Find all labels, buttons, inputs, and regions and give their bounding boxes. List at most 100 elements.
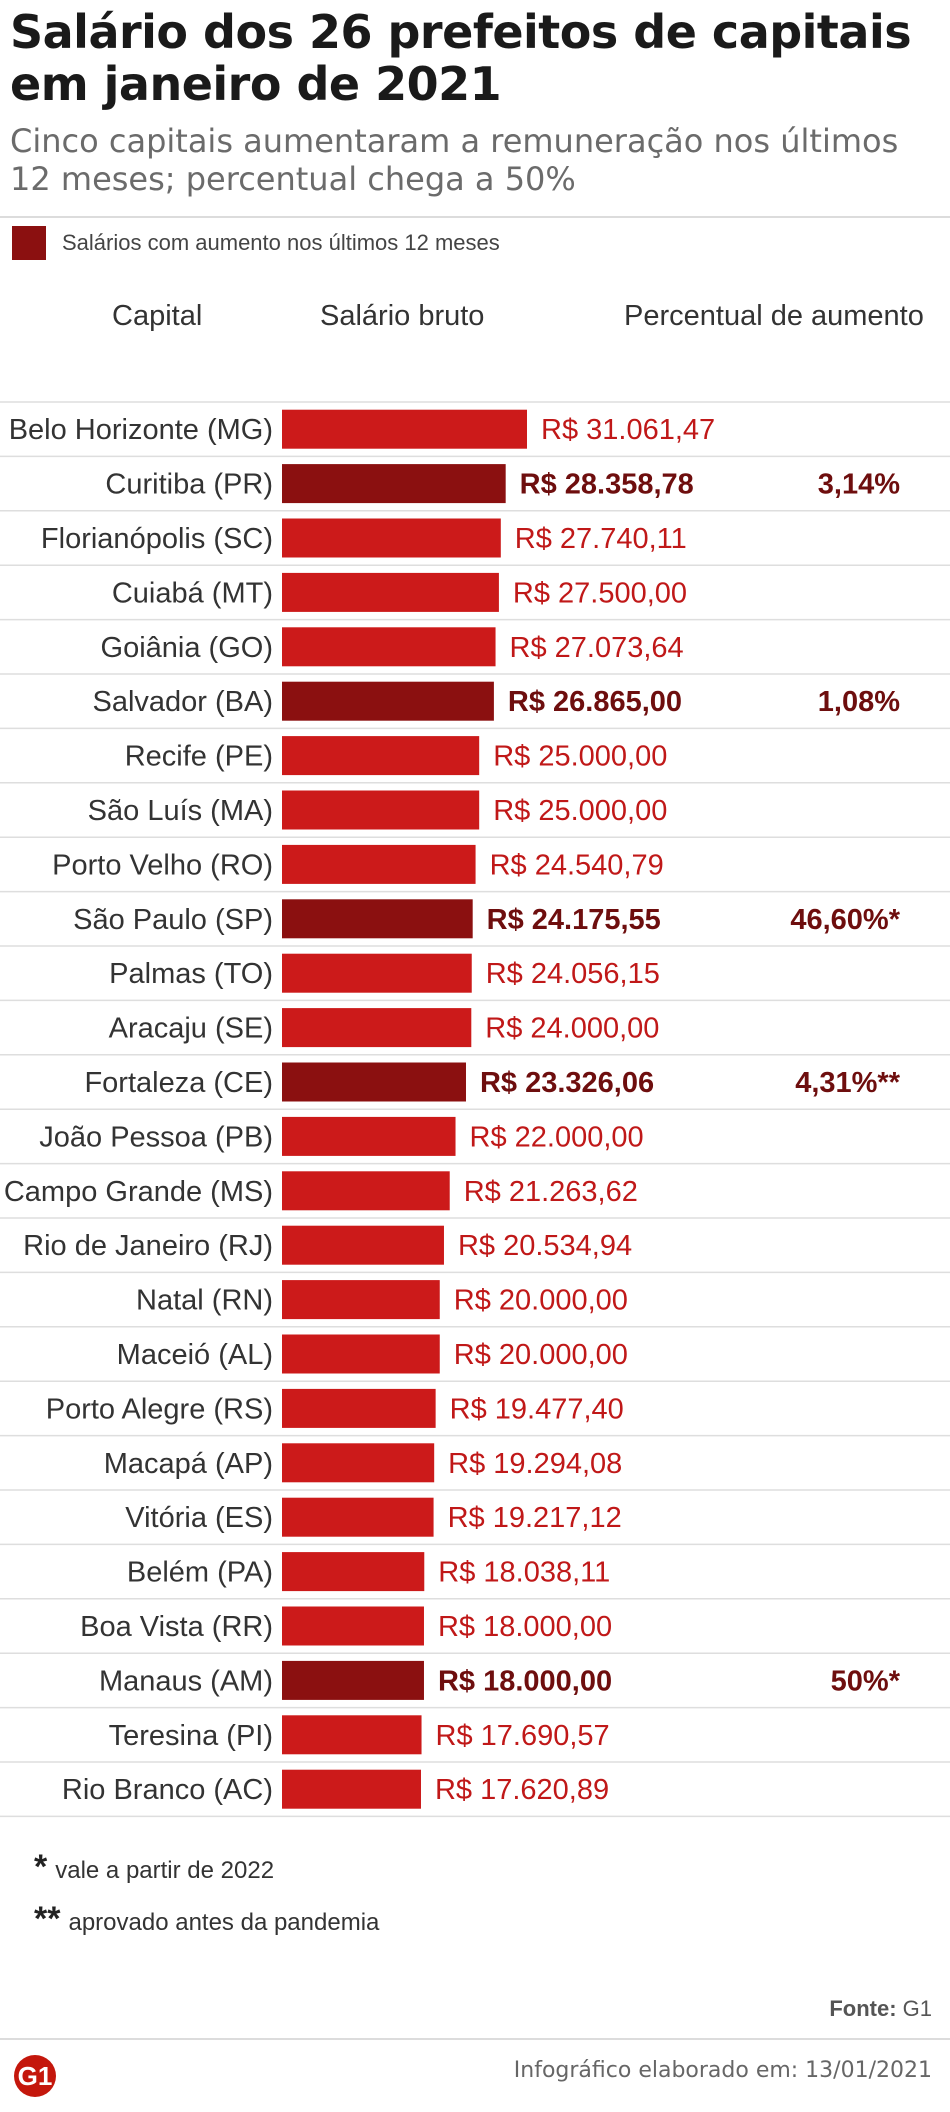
category-label: Palmas (TO) — [109, 958, 273, 990]
value-label: R$ 25.000,00 — [493, 741, 667, 773]
bar — [282, 1334, 440, 1374]
value-label: R$ 18.000,00 — [438, 1665, 612, 1697]
chart-subtitle: Cinco capitais aumentaram a remuneração … — [10, 122, 899, 198]
category-label: Teresina (PI) — [109, 1720, 273, 1752]
increase-label: 1,08% — [818, 686, 900, 718]
value-label: R$ 24.540,79 — [490, 849, 664, 881]
source-label: Fonte: — [829, 1996, 897, 2021]
footnote-text: aprovado antes da pandemia — [68, 1909, 380, 1936]
value-label: R$ 20.534,94 — [458, 1230, 632, 1262]
value-label: R$ 27.073,64 — [510, 632, 684, 664]
divider — [0, 2038, 950, 2040]
legend: Salários com aumento nos últimos 12 mese… — [12, 226, 500, 260]
value-label: R$ 23.326,06 — [480, 1067, 654, 1099]
increase-label: 50%* — [831, 1665, 901, 1697]
bar — [282, 899, 473, 939]
chart-title: Salário dos 26 prefeitos de capitais em … — [10, 5, 912, 111]
bar — [282, 627, 496, 667]
footnote-mark: * — [34, 1848, 48, 1886]
category-label: Macapá (AP) — [104, 1448, 273, 1480]
footnote: * vale a partir de 2022 — [34, 1848, 379, 1900]
bar — [282, 844, 476, 884]
bar — [282, 681, 494, 721]
column-header-capital: Capital — [112, 300, 203, 332]
value-label: R$ 27.740,11 — [515, 523, 687, 555]
value-label: R$ 24.056,15 — [486, 958, 660, 990]
increase-label: 4,31%** — [795, 1067, 901, 1099]
increase-label: 3,14% — [818, 469, 900, 501]
value-label: R$ 18.038,11 — [438, 1557, 610, 1589]
category-label: Boa Vista (RR) — [80, 1611, 273, 1643]
bar — [282, 736, 480, 776]
bar — [282, 1769, 421, 1809]
legend-swatch — [12, 226, 46, 260]
bar — [282, 1171, 450, 1211]
bar — [282, 1062, 466, 1102]
category-label: Goiânia (GO) — [101, 632, 273, 664]
value-label: R$ 24.175,55 — [487, 904, 661, 936]
category-label: Campo Grande (MS) — [4, 1176, 273, 1208]
bar — [282, 1497, 434, 1537]
category-label: São Luís (MA) — [88, 795, 273, 827]
g1-logo: G1 — [14, 2055, 56, 2097]
category-label: São Paulo (SP) — [73, 904, 273, 936]
value-label: R$ 31.061,47 — [541, 414, 715, 446]
category-label: Recife (PE) — [125, 741, 273, 773]
value-label: R$ 19.477,40 — [450, 1393, 624, 1425]
category-label: Cuiabá (MT) — [112, 577, 273, 609]
column-header-increase: Percentual de aumento — [624, 300, 924, 332]
category-label: Maceió (AL) — [117, 1339, 273, 1371]
value-label: R$ 22.000,00 — [470, 1121, 644, 1153]
bar — [282, 1225, 444, 1265]
category-label: João Pessoa (PB) — [39, 1121, 273, 1153]
bar — [282, 409, 527, 449]
value-label: R$ 28.358,78 — [520, 469, 694, 501]
bar-chart: Belo Horizonte (MG) R$ 31.061,47 Curitiba … — [0, 401, 950, 1818]
credit: Infográfico elaborado em: 13/01/2021 — [513, 2058, 932, 2083]
category-label: Curitiba (PR) — [105, 469, 273, 501]
bar — [282, 1660, 424, 1700]
bar — [282, 1552, 425, 1592]
value-label: R$ 20.000,00 — [454, 1339, 628, 1371]
category-label: Belo Horizonte (MG) — [9, 414, 273, 446]
value-label: R$ 17.690,57 — [436, 1720, 610, 1752]
bar — [282, 953, 472, 993]
source-value: G1 — [902, 1996, 932, 2021]
bar — [282, 1008, 472, 1048]
category-label: Florianópolis (SC) — [41, 523, 273, 555]
footnote-mark: ** — [34, 1900, 61, 1938]
category-label: Porto Alegre (RS) — [46, 1393, 273, 1425]
column-header-salary: Salário bruto — [320, 300, 485, 332]
category-label: Manaus (AM) — [99, 1665, 273, 1697]
category-label: Salvador (BA) — [92, 686, 273, 718]
source: Fonte: G1 — [829, 1996, 932, 2022]
category-label: Aracaju (SE) — [109, 1013, 273, 1045]
value-label: R$ 21.263,62 — [464, 1176, 638, 1208]
category-label: Vitória (ES) — [125, 1502, 273, 1534]
category-label: Natal (RN) — [136, 1285, 273, 1317]
bar — [282, 1443, 435, 1483]
bar — [282, 572, 499, 612]
legend-label: Salários com aumento nos últimos 12 mese… — [62, 230, 500, 255]
footnote-text: vale a partir de 2022 — [55, 1857, 275, 1884]
value-label: R$ 19.294,08 — [448, 1448, 622, 1480]
footnotes: * vale a partir de 2022 ** aprovado ante… — [34, 1848, 379, 1952]
category-label: Porto Velho (RO) — [52, 849, 273, 881]
value-label: R$ 27.500,00 — [513, 577, 687, 609]
bar — [282, 1116, 456, 1156]
value-label: R$ 25.000,00 — [493, 795, 667, 827]
category-label: Belém (PA) — [127, 1557, 273, 1589]
value-label: R$ 19.217,12 — [448, 1502, 622, 1534]
bar — [282, 1388, 436, 1428]
bar — [282, 1280, 440, 1320]
footnote: ** aprovado antes da pandemia — [34, 1900, 379, 1952]
bar — [282, 518, 501, 558]
bar — [282, 464, 506, 504]
divider — [0, 216, 950, 218]
category-label: Rio Branco (AC) — [62, 1774, 273, 1806]
value-label: R$ 17.620,89 — [435, 1774, 609, 1806]
increase-label: 46,60%* — [790, 904, 900, 936]
value-label: R$ 18.000,00 — [438, 1611, 612, 1643]
bar — [282, 1715, 422, 1755]
bar — [282, 1606, 424, 1646]
